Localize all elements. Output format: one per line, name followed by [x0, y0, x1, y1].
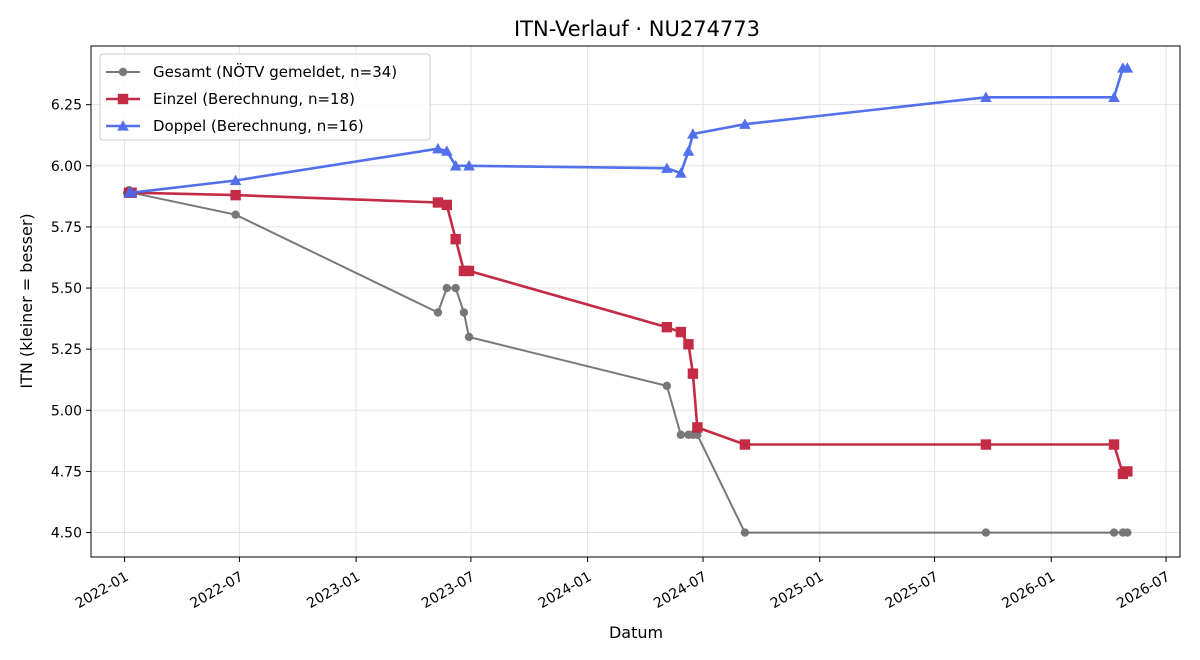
x-tick-label: 2024-07 — [651, 569, 710, 612]
series-square — [123, 187, 1133, 480]
data-point — [1123, 528, 1132, 537]
data-point — [449, 160, 462, 171]
series-line — [129, 191, 1129, 476]
axis-ticks: 2022-01 2022-07 2023-01 2023-07 2024-01 2024-… — [51, 98, 1173, 612]
data-point — [441, 145, 453, 156]
data-point — [1122, 466, 1133, 477]
data-point — [981, 528, 991, 537]
y-tick-label: 6.00 — [51, 159, 82, 175]
y-tick-label: 5.75 — [51, 220, 82, 236]
data-point — [433, 308, 443, 317]
x-tick-label: 2025-01 — [768, 569, 827, 612]
data-point — [692, 422, 703, 433]
x-tick-label: 2024-01 — [536, 569, 595, 612]
data-point — [739, 118, 751, 129]
legend-item — [106, 67, 140, 77]
legend-label: Einzel (Berechnung, n=18) — [153, 90, 355, 108]
data-point — [682, 145, 695, 156]
series-line — [126, 189, 1128, 534]
data-point — [1108, 439, 1120, 450]
x-tick-label: 2026-01 — [999, 569, 1058, 612]
data-point — [980, 439, 992, 450]
data-point — [441, 199, 453, 211]
legend-marker — [117, 93, 129, 105]
x-tick-label: 2022-07 — [188, 569, 247, 612]
legend-marker — [117, 120, 129, 131]
data-point — [464, 332, 474, 342]
data-point — [675, 167, 687, 178]
data-point — [230, 189, 241, 201]
legend: Gesamt (NÖTV gemeldet, n=34) Einzel (Bere… — [99, 53, 431, 141]
data-point — [661, 162, 673, 173]
y-tick-label: 5.50 — [51, 281, 82, 297]
data-point — [1121, 62, 1134, 73]
y-axis-label: ITN (kleiner = besser) — [17, 213, 36, 388]
x-tick-label: 2023-07 — [419, 569, 478, 612]
legend-marker — [118, 67, 128, 77]
y-tick-label: 6.25 — [51, 98, 82, 114]
series-layer — [122, 62, 1134, 537]
y-tick-label: 4.75 — [51, 464, 82, 480]
data-point — [739, 439, 751, 450]
data-point — [125, 186, 138, 198]
data-point — [683, 339, 694, 350]
data-point — [231, 210, 240, 219]
y-tick-label: 5.25 — [51, 342, 82, 358]
data-point — [661, 321, 673, 333]
data-point — [675, 326, 687, 338]
series-circle — [122, 186, 1132, 537]
legend-item — [106, 120, 140, 131]
data-point — [451, 283, 460, 293]
data-point — [432, 142, 444, 154]
legend-label: Gesamt (NÖTV gemeldet, n=34) — [153, 62, 397, 81]
data-point — [432, 197, 444, 208]
series-line — [129, 66, 1128, 194]
data-point — [229, 174, 242, 186]
data-point — [450, 233, 461, 245]
x-tick-label: 2023-01 — [304, 569, 363, 612]
data-point — [463, 265, 475, 277]
data-point — [463, 160, 475, 171]
data-point — [662, 381, 672, 391]
plot-frame — [90, 45, 1181, 558]
data-point — [1108, 91, 1120, 102]
x-tick-label: 2026-07 — [1114, 569, 1173, 612]
x-tick-label: 2025-07 — [883, 569, 942, 612]
data-point — [693, 430, 702, 439]
x-axis-label: Datum — [609, 623, 663, 642]
data-point — [980, 91, 992, 102]
data-point — [442, 283, 452, 293]
data-point — [1109, 528, 1119, 537]
y-tick-label: 4.50 — [51, 526, 82, 542]
data-point — [459, 308, 469, 317]
series-triangle — [123, 62, 1134, 198]
y-tick-label: 5.00 — [51, 403, 82, 419]
x-tick-label: 2022-01 — [73, 569, 132, 612]
data-point — [740, 528, 750, 537]
legend-box — [99, 53, 431, 141]
legend-label: Doppel (Berechnung, n=16) — [153, 117, 364, 135]
data-point — [676, 430, 686, 439]
legend-item — [106, 93, 140, 105]
data-point — [687, 368, 699, 379]
data-point — [687, 128, 699, 139]
chart-title: ITN-Verlauf · NU274773 — [514, 17, 760, 41]
